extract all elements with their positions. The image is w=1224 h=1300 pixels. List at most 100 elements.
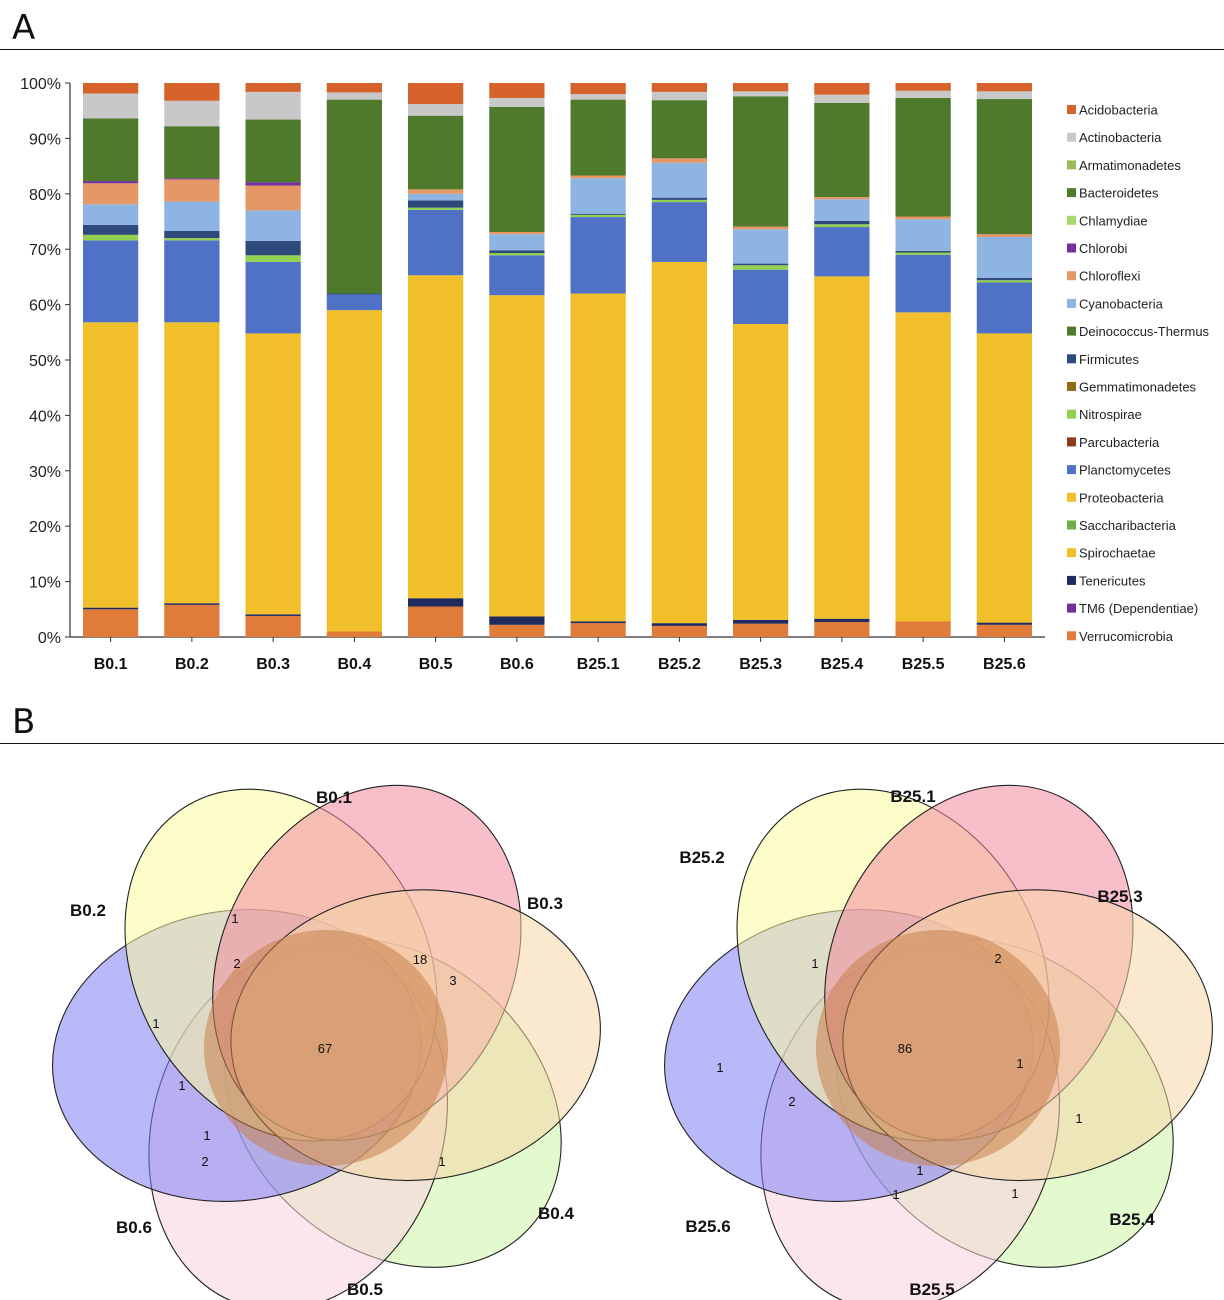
bar-segment-actinobacteria — [570, 94, 626, 100]
bar-segment-actinobacteria — [814, 94, 870, 103]
bar-segment-bacteroidetes — [570, 99, 626, 176]
legend-label: Chlamydiae — [1079, 213, 1148, 228]
legend-swatch — [1067, 520, 1076, 530]
venn-count: 2 — [201, 1154, 208, 1169]
legend-swatch — [1067, 631, 1076, 641]
bar-segment-firmicutes — [976, 278, 1032, 281]
bar-segment-tenericutes — [164, 603, 220, 605]
venn-set-label: B25.1 — [890, 787, 935, 806]
bar-segment-actinobacteria — [326, 92, 382, 100]
venn-count: 1 — [231, 911, 238, 926]
bar-segment-firmicutes — [651, 197, 707, 200]
legend-swatch — [1067, 603, 1076, 613]
bar-segment-verrucomicrobia — [83, 609, 139, 637]
venn-count: 2 — [233, 956, 240, 971]
bar-segment-firmicutes — [408, 200, 464, 208]
bar-segment-planctomycetes — [83, 240, 139, 323]
y-tick-label: 70% — [29, 242, 61, 259]
venn-count: 67 — [318, 1041, 332, 1056]
venn-count: 1 — [811, 956, 818, 971]
bar-segment-bacteroidetes — [651, 100, 707, 159]
bar-segment-acidobacteria — [245, 83, 301, 92]
panel-b-divider — [0, 743, 1224, 744]
bar-segment-acidobacteria — [489, 83, 545, 98]
bar-segment-firmicutes — [814, 220, 870, 225]
legend-swatch — [1067, 132, 1076, 142]
legend-swatch — [1067, 215, 1076, 225]
bar-segment-tenericutes — [570, 621, 626, 624]
bar-segment-verrucomicrobia — [733, 623, 789, 637]
y-tick-label: 30% — [29, 464, 61, 481]
x-tick-label: B0.2 — [175, 656, 209, 673]
bar-segment-bacteroidetes — [326, 99, 382, 294]
bar-segment-proteobacteria — [326, 310, 382, 632]
bar-segment-cyanobacteria — [83, 204, 139, 225]
panel-label-b: B — [12, 702, 36, 742]
venn-count: 86 — [898, 1041, 912, 1056]
bar-segment-bacteroidetes — [245, 119, 301, 183]
bar-segment-planctomycetes — [814, 227, 870, 277]
legend-swatch — [1067, 160, 1076, 170]
bar-segment-firmicutes — [164, 230, 220, 239]
legend-swatch — [1067, 575, 1076, 585]
legend-label: Armatimonadetes — [1079, 158, 1181, 173]
legend-swatch — [1067, 354, 1076, 364]
legend-label: Planctomycetes — [1079, 463, 1171, 478]
venn-count: 1 — [1011, 1186, 1018, 1201]
bar-segment-planctomycetes — [570, 217, 626, 294]
bar-segment-firmicutes — [83, 224, 139, 235]
venn-count: 1 — [716, 1060, 723, 1075]
bar-segment-cyanobacteria — [489, 234, 545, 251]
venn-count: 1 — [892, 1187, 899, 1202]
bar-segment-planctomycetes — [489, 255, 545, 296]
bar-segment-firmicutes — [733, 263, 789, 266]
bar-segment-firmicutes — [326, 293, 382, 295]
bar-segment-nitrospirae — [164, 238, 220, 241]
y-tick-label: 90% — [29, 131, 61, 148]
y-tick-label: 20% — [29, 519, 61, 536]
legend-swatch — [1067, 465, 1076, 475]
bar-segment-chloroflexi — [733, 226, 789, 230]
venn-set-label: B0.5 — [347, 1280, 383, 1299]
legend-label: Proteobacteria — [1079, 490, 1164, 505]
legend-label: Acidobacteria — [1079, 103, 1159, 118]
venn-diagram-b25: B25.1 B25.2 B25.3 B25.4 B25.5 B25.6 86 1 2 1 1 2 1 1 1… — [664, 784, 1213, 1300]
legend-swatch — [1067, 326, 1076, 336]
x-tick-label: B25.2 — [658, 656, 701, 673]
bar-segment-proteobacteria — [895, 312, 951, 622]
bar-segment-verrucomicrobia — [326, 631, 382, 637]
venn-diagram-b0: B0.1 B0.2 B0.3 B0.4 B0.5 B0.6 67 18 3 2 1 1 1 1 2 1 — [52, 784, 601, 1300]
bar-segment-nitrospirae — [245, 255, 301, 262]
bar-segment-tenericutes — [651, 623, 707, 626]
venn-count: 2 — [994, 951, 1001, 966]
bar-segment-cyanobacteria — [976, 237, 1032, 279]
venn-set-label: B25.5 — [909, 1280, 954, 1299]
bar-segment-bacteroidetes — [895, 97, 951, 217]
x-tick-label: B0.4 — [337, 656, 371, 673]
bar-segment-chloroflexi — [83, 183, 139, 205]
bar-segment-proteobacteria — [164, 322, 220, 604]
legend-label: Parcubacteria — [1079, 435, 1160, 450]
bar-segment-chloroflexi — [164, 179, 220, 202]
venn-set-label: B0.2 — [70, 901, 106, 920]
y-tick-label: 60% — [29, 298, 61, 315]
legend-label: TM6 (Dependentiae) — [1079, 601, 1198, 616]
bar-segment-cyanobacteria — [895, 219, 951, 251]
y-tick-label: 40% — [29, 408, 61, 425]
bar-segment-tenericutes — [489, 616, 545, 625]
bar-segment-verrucomicrobia — [976, 624, 1032, 637]
legend-label: Chlorobi — [1079, 241, 1128, 256]
bar-segment-actinobacteria — [245, 91, 301, 120]
bar-segment-firmicutes — [489, 250, 545, 254]
bar-segment-verrucomicrobia — [408, 606, 464, 637]
bar-segment-acidobacteria — [83, 83, 139, 94]
bar-segment-cyanobacteria — [408, 193, 464, 201]
bar-segment-bacteroidetes — [814, 102, 870, 198]
bar-segment-firmicutes — [245, 240, 301, 256]
bar-segment-verrucomicrobia — [814, 622, 870, 637]
bar-segment-planctomycetes — [895, 254, 951, 313]
venn-count: 1 — [178, 1078, 185, 1093]
x-tick-label: B25.5 — [902, 656, 945, 673]
legend-swatch — [1067, 382, 1076, 391]
legend-swatch — [1067, 243, 1076, 253]
